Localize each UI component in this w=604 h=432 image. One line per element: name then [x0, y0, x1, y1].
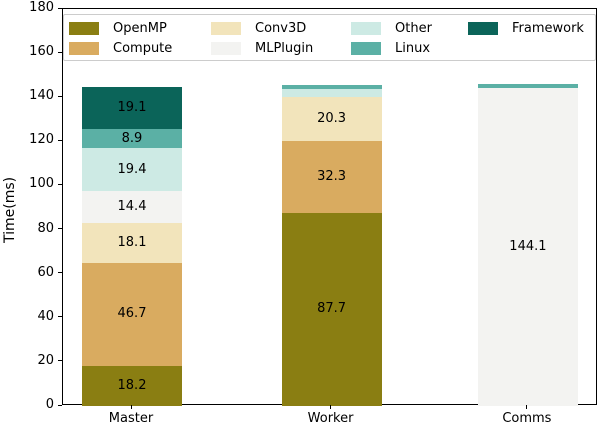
- legend-item-openmp: OpenMP: [69, 21, 167, 36]
- value-label-master-other: 19.4: [117, 161, 147, 177]
- legend-swatch-other: [351, 22, 381, 35]
- legend-label-mlplugin: MLPlugin: [255, 41, 314, 56]
- legend-item-other: Other: [351, 21, 432, 36]
- segment-worker-other: [281, 88, 382, 97]
- segment-master-compute: 46.7: [82, 262, 182, 366]
- y-tick-mark-80: [58, 228, 62, 230]
- y-tick-label-40: 40: [37, 308, 54, 324]
- segment-master-openmp: 18.2: [82, 365, 182, 406]
- y-tick-mark-40: [58, 316, 62, 318]
- plot-area: 18.2 46.7 18.1 14.4 19.4 8.9 19.1 87.7 32.3 20.3 1…: [62, 8, 597, 406]
- segment-comms-mlplugin: 144.1: [477, 88, 578, 406]
- legend-item-framework: Framework: [468, 21, 584, 36]
- legend-item-conv3d: Conv3D: [211, 21, 306, 36]
- y-tick-mark-20: [58, 360, 62, 362]
- y-tick-label-80: 80: [37, 220, 54, 236]
- legend: OpenMP Compute Conv3D MLPlugin Other Linux Fra…: [63, 14, 596, 61]
- x-tick-mark-comms: [526, 405, 528, 409]
- legend-label-other: Other: [395, 21, 432, 36]
- y-tick-label-180: 180: [29, 0, 54, 15]
- legend-label-linux: Linux: [395, 41, 431, 56]
- segment-master-mlplugin: 14.4: [82, 191, 182, 223]
- y-tick-mark-120: [58, 139, 62, 141]
- value-label-worker-compute: 32.3: [317, 168, 347, 184]
- x-tick-label-worker: Worker: [307, 411, 354, 426]
- y-tick-mark-60: [58, 272, 62, 274]
- segment-worker-linux: [281, 84, 382, 89]
- legend-item-linux: Linux: [351, 41, 430, 56]
- x-tick-label-comms: Comms: [502, 411, 552, 426]
- value-label-master-framework: 19.1: [117, 99, 147, 115]
- segment-worker-openmp: 87.7: [281, 212, 382, 406]
- y-tick-label-20: 20: [37, 352, 54, 368]
- legend-swatch-mlplugin: [211, 42, 241, 55]
- legend-swatch-linux: [351, 42, 381, 55]
- segment-master-conv3d: 18.1: [82, 222, 182, 263]
- segment-master-other: 19.4: [82, 148, 182, 192]
- value-label-worker-openmp: 87.7: [317, 301, 347, 317]
- segment-master-framework: 19.1: [82, 86, 182, 129]
- y-tick-mark-140: [58, 95, 62, 97]
- y-tick-mark-100: [58, 183, 62, 185]
- value-label-master-mlplugin: 14.4: [117, 199, 147, 215]
- legend-label-openmp: OpenMP: [113, 21, 167, 36]
- value-label-comms-mlplugin: 144.1: [509, 239, 547, 255]
- y-tick-label-160: 160: [29, 44, 54, 60]
- y-tick-label-0: 0: [45, 397, 54, 412]
- y-tick-mark-0: [58, 404, 62, 406]
- legend-item-mlplugin: MLPlugin: [211, 41, 313, 56]
- legend-swatch-conv3d: [211, 22, 241, 35]
- y-tick-mark-160: [58, 51, 62, 53]
- legend-item-compute: Compute: [69, 41, 172, 56]
- legend-swatch-framework: [468, 22, 498, 35]
- legend-label-framework: Framework: [512, 21, 584, 36]
- segment-worker-conv3d: 20.3: [281, 96, 382, 142]
- x-tick-mark-master: [130, 405, 132, 409]
- y-tick-label-120: 120: [29, 132, 54, 148]
- value-label-master-linux: 8.9: [121, 130, 143, 146]
- segment-master-linux: 8.9: [82, 128, 182, 149]
- value-label-master-compute: 46.7: [117, 306, 147, 322]
- value-label-worker-conv3d: 20.3: [317, 110, 347, 126]
- y-axis-label: Time(ms): [2, 176, 18, 244]
- y-tick-label-100: 100: [29, 176, 54, 192]
- segment-worker-compute: 32.3: [281, 141, 382, 213]
- legend-swatch-openmp: [69, 22, 99, 35]
- y-tick-label-60: 60: [37, 264, 54, 280]
- value-label-master-openmp: 18.2: [117, 377, 147, 393]
- segment-comms-linux: [477, 84, 578, 89]
- value-label-master-conv3d: 18.1: [117, 234, 147, 250]
- legend-swatch-compute: [69, 42, 99, 55]
- y-tick-label-140: 140: [29, 88, 54, 104]
- legend-label-compute: Compute: [113, 41, 173, 56]
- x-tick-label-master: Master: [108, 411, 154, 426]
- legend-label-conv3d: Conv3D: [255, 21, 307, 36]
- y-tick-mark-180: [58, 7, 62, 9]
- x-tick-mark-worker: [330, 405, 332, 409]
